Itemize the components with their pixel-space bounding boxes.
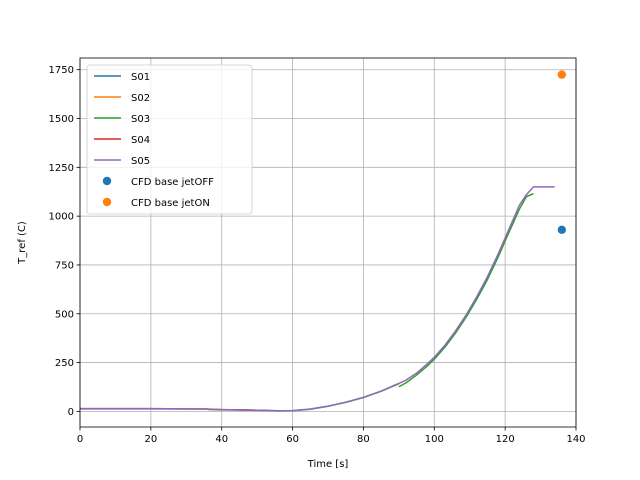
legend-marker [102,176,112,186]
x-tick-label: 60 [286,434,299,445]
x-tick-label: 120 [496,434,515,445]
scatter-point [557,225,567,235]
y-tick-label: 1750 [49,65,74,76]
x-tick-label: 40 [215,434,228,445]
scatter-point [557,70,567,79]
legend-label: S03 [131,114,150,125]
legend-marker [102,197,112,207]
x-tick-label: 140 [566,434,585,445]
y-tick-label: 1000 [49,212,74,223]
y-tick-label: 750 [55,260,74,271]
x-axis-ticks: 0 20 40 60 80 100 120 140 [77,427,586,445]
y-tick-label: 250 [55,358,74,369]
y-tick-label: 500 [55,309,74,320]
x-tick-label: 100 [425,434,444,445]
x-axis-label: Time [s] [307,459,349,470]
legend: S01 S02 S03 S04 S05 CFD base jetOFF CFD base j… [86,64,253,215]
series-line-s05 [80,186,555,412]
legend-label: S02 [131,93,150,104]
legend-label: CFD base jetON [131,198,210,209]
x-tick-label: 80 [357,434,370,445]
y-axis-label: T_ref (C) [17,221,28,265]
series-line-s03 [398,192,534,388]
legend-label: CFD base jetOFF [131,177,214,188]
legend-label: S05 [131,156,150,167]
legend-label: S04 [131,135,150,146]
scatter-points [557,70,567,235]
x-tick-label: 0 [77,434,83,445]
legend-box [86,64,253,215]
legend-label: S01 [131,72,150,83]
y-axis-ticks: 0 250 500 750 1000 1250 1500 1750 [49,65,80,418]
y-tick-label: 1500 [49,114,74,125]
y-tick-label: 0 [68,407,74,418]
series-lines [80,186,555,412]
plot-frame [79,57,577,428]
y-tick-label: 1250 [49,163,74,174]
x-tick-label: 20 [144,434,157,445]
